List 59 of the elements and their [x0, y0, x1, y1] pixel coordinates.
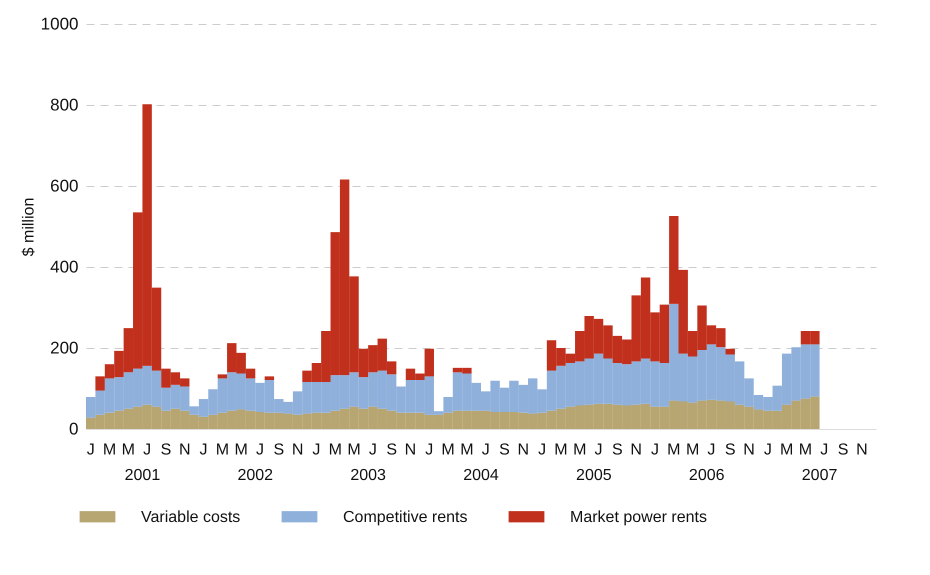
- y-tick-label: 400: [50, 258, 78, 276]
- x-tick-label: S: [612, 442, 623, 458]
- x-tick-label: M: [328, 442, 342, 458]
- y-tick-label: 0: [69, 420, 78, 438]
- x-tick-label: M: [667, 442, 680, 458]
- x-tick-label: M: [573, 442, 586, 458]
- text: 2003: [350, 467, 386, 484]
- x-tick-label: J: [200, 442, 208, 458]
- text: 2007: [802, 467, 838, 484]
- x-tick-label: S: [724, 442, 736, 458]
- x-tick-label: M: [441, 442, 455, 458]
- x-tick-label: J: [482, 442, 490, 458]
- y-tick-label: 600: [50, 176, 78, 196]
- legend-label: Competitive rents: [343, 508, 468, 526]
- x-tick-label: J: [650, 442, 659, 458]
- x-tick-label: M: [460, 442, 474, 458]
- x-tick-label: J: [425, 442, 434, 458]
- x-tick-label: M: [234, 442, 248, 458]
- x-tick-label: J: [764, 442, 772, 458]
- x-tick-label: N: [630, 442, 642, 458]
- x-tick-label: M: [347, 442, 361, 458]
- x-tick-label: S: [160, 442, 172, 458]
- text: 2006: [688, 467, 725, 484]
- x-tick-label: J: [820, 442, 828, 458]
- text: 2001: [124, 467, 160, 484]
- x-tick-label: N: [404, 442, 416, 458]
- x-tick-label: J: [368, 442, 377, 458]
- legend-label: Variable costs: [141, 508, 240, 526]
- y-tick-label: 200: [50, 338, 78, 358]
- x-tick-label: S: [499, 442, 510, 458]
- x-tick-label: M: [798, 442, 812, 458]
- x-tick-label: N: [178, 442, 191, 458]
- legend-label: Market power rents: [570, 508, 707, 526]
- x-tick-label: M: [554, 442, 568, 458]
- x-tick-label: J: [143, 442, 152, 458]
- x-tick-label: J: [312, 442, 320, 458]
- x-tick-label: N: [743, 442, 755, 458]
- text: 2004: [463, 467, 499, 484]
- x-tick-label: S: [273, 442, 284, 458]
- text: 2002: [237, 467, 274, 484]
- x-tick-label: S: [386, 442, 397, 458]
- x-tick-label: N: [292, 442, 304, 458]
- x-tick-label: N: [856, 442, 868, 458]
- x-tick-label: M: [686, 442, 700, 458]
- y-axis-title: $ million: [20, 198, 38, 256]
- x-tick-label: M: [102, 442, 116, 458]
- y-tick-label: 1000: [40, 14, 78, 34]
- x-tick-label: J: [538, 442, 546, 458]
- text: 2005: [576, 467, 612, 484]
- x-tick-label: M: [216, 442, 230, 458]
- x-tick-label: N: [518, 442, 530, 458]
- x-tick-label: M: [780, 442, 794, 458]
- x-tick-label: J: [594, 442, 603, 458]
- y-tick-label: 800: [50, 96, 78, 114]
- x-tick-label: J: [86, 442, 95, 458]
- x-tick-label: S: [838, 442, 848, 458]
- x-tick-label: J: [707, 442, 716, 458]
- x-tick-label: M: [122, 442, 135, 458]
- x-tick-label: J: [256, 442, 264, 458]
